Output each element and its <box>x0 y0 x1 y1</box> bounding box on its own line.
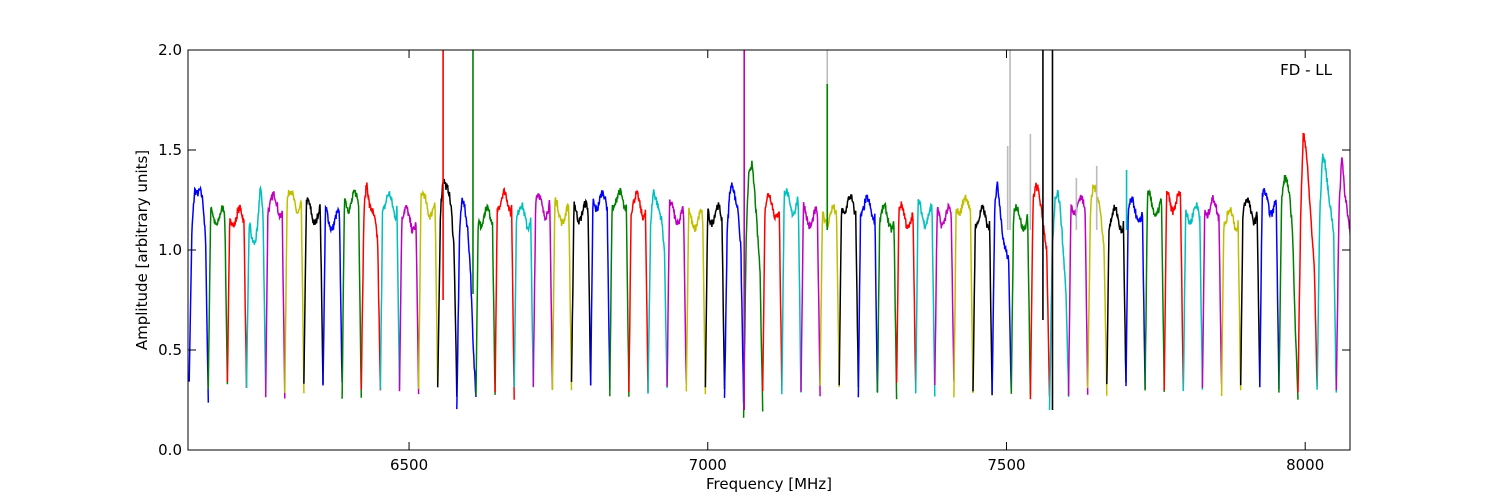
channel-trace <box>551 197 573 391</box>
channel-trace <box>628 189 649 393</box>
y-tick-label: 0.5 <box>158 341 182 359</box>
x-tick-label: 6500 <box>390 456 428 474</box>
spike-layer <box>442 50 1128 410</box>
channel-trace <box>934 202 955 386</box>
x-axis: 6500 7000 7500 8000 <box>390 50 1324 474</box>
channel-trace <box>1010 204 1032 396</box>
channel-trace <box>1220 207 1242 397</box>
channel-trace <box>800 202 821 397</box>
channel-trace <box>456 197 477 410</box>
channel-trace <box>1201 195 1223 388</box>
channel-trace <box>1335 157 1350 391</box>
channel-trace <box>781 188 802 395</box>
channel-trace <box>341 189 363 399</box>
channel-trace <box>1297 132 1318 393</box>
channel-trace <box>723 182 745 404</box>
channel-trace <box>704 202 726 390</box>
channel-trace <box>742 160 764 418</box>
channel-trace <box>761 192 783 392</box>
channel-trace <box>589 190 611 390</box>
channel-trace <box>914 198 936 397</box>
channel-trace <box>226 204 248 388</box>
plot-annotation: FD - LL <box>1280 61 1332 79</box>
y-axis: 0.0 0.5 1.0 1.5 2.0 <box>158 41 1350 459</box>
y-tick-label: 2.0 <box>158 41 182 59</box>
channel-trace <box>207 205 229 389</box>
x-tick-label: 8000 <box>1286 456 1324 474</box>
x-axis-label: Frequency [MHz] <box>706 475 832 493</box>
y-tick-label: 0.0 <box>158 441 182 459</box>
channel-trace <box>895 201 917 388</box>
channel-trace <box>570 198 592 386</box>
channel-trace <box>1182 202 1204 392</box>
y-axis-label: Amplitude [arbitrary units] <box>133 150 151 350</box>
channel-trace <box>1029 182 1051 400</box>
channel-trace <box>838 194 860 388</box>
channel-trace <box>1278 174 1299 400</box>
channel-trace <box>360 182 382 391</box>
channel-trace <box>1239 197 1261 387</box>
y-tick-label: 1.5 <box>158 141 182 159</box>
channel-trace <box>417 189 439 389</box>
channel-trace <box>819 204 840 388</box>
channel-trace <box>322 204 343 386</box>
channel-trace <box>494 187 515 400</box>
channel-trace <box>398 204 420 395</box>
channel-trace <box>953 194 974 398</box>
channel-trace <box>857 194 879 398</box>
channel-trace <box>1067 194 1089 396</box>
channel-trace <box>1316 153 1338 393</box>
channel-trace <box>188 185 210 403</box>
channel-trace <box>1259 188 1280 390</box>
x-tick-label: 7000 <box>689 456 727 474</box>
channel-trace <box>972 204 993 396</box>
channel-trace <box>1144 188 1165 392</box>
channel-trace <box>245 184 267 392</box>
channel-trace <box>1106 204 1127 385</box>
series-layer <box>188 132 1350 418</box>
channel-trace <box>666 199 688 387</box>
channel-trace <box>1125 196 1146 390</box>
channel-trace <box>609 187 630 397</box>
channel-trace <box>991 181 1013 394</box>
channel-trace <box>303 197 324 385</box>
channel-trace <box>475 203 496 396</box>
channel-trace <box>1163 190 1185 391</box>
plot-area <box>188 50 1350 418</box>
channel-trace <box>532 193 554 390</box>
channel-trace <box>264 191 286 399</box>
channel-trace <box>513 202 535 388</box>
y-tick-label: 1.0 <box>158 241 182 259</box>
channel-trace <box>436 178 458 397</box>
channel-trace <box>647 189 668 394</box>
channel-trace <box>284 189 305 394</box>
channel-trace <box>876 201 898 400</box>
channel-trace <box>379 190 401 390</box>
channel-trace <box>685 207 707 395</box>
x-tick-label: 7500 <box>987 456 1025 474</box>
